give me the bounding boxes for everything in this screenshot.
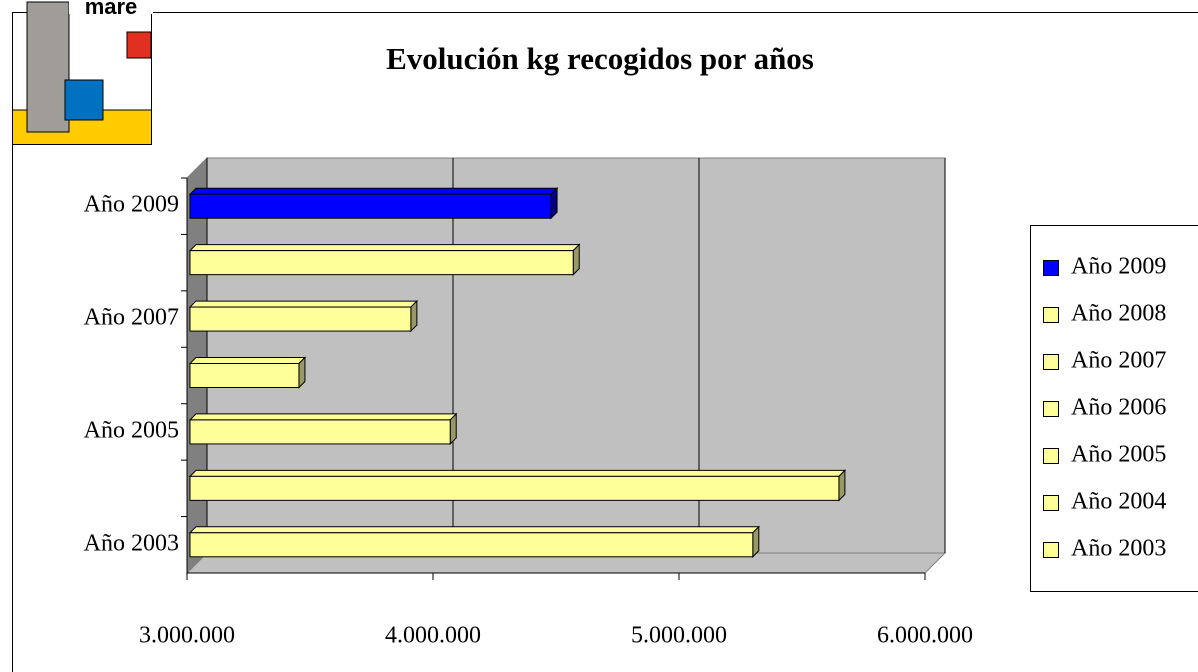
bar-top	[188, 469, 847, 477]
legend-label: Año 2006	[1071, 395, 1166, 421]
bar-side	[550, 187, 558, 220]
bar-side	[752, 525, 760, 558]
legend-swatch	[1043, 448, 1059, 464]
bar-front	[189, 475, 840, 501]
x-tick-label: 5.000.000	[631, 623, 727, 649]
y-tick-label: Año 2003	[84, 530, 179, 556]
bar-side	[410, 299, 418, 333]
chart-title: Evolución kg recogidos por años	[386, 41, 814, 76]
legend-label: Año 2003	[1071, 536, 1166, 562]
bar	[188, 412, 458, 446]
bar-front	[189, 306, 412, 332]
legend-label: Año 2004	[1071, 489, 1166, 515]
bar-top	[188, 187, 559, 195]
bar-side	[572, 243, 580, 276]
bar	[188, 243, 581, 276]
bar-side	[298, 356, 306, 389]
legend-label: Año 2009	[1071, 254, 1166, 280]
y-tick-label: Año 2005	[84, 417, 179, 443]
bar-top	[188, 413, 458, 421]
y-tick-label: Año 2007	[84, 305, 179, 331]
bar-top	[188, 357, 307, 364]
legend-swatch	[1043, 307, 1059, 323]
bar-side	[449, 412, 457, 446]
logo: mare	[12, 0, 153, 145]
legend-label: Año 2007	[1071, 348, 1166, 374]
legend-swatch	[1043, 401, 1059, 417]
bar-front	[189, 193, 552, 219]
legend-label: Año 2005	[1071, 442, 1166, 468]
bar	[188, 469, 847, 502]
legend-swatch	[1043, 354, 1059, 370]
bar-front	[189, 363, 300, 388]
bar-top	[188, 244, 581, 252]
logo-text: mare	[85, 0, 138, 19]
bar	[188, 356, 307, 389]
bar-top	[188, 300, 419, 308]
bar	[188, 187, 559, 220]
bar	[188, 525, 761, 558]
x-tick-label: 6.000.000	[877, 623, 973, 649]
legend-swatch	[1043, 542, 1059, 558]
bar-front	[189, 250, 574, 276]
bar-front	[189, 419, 451, 445]
x-tick-label: 3.000.000	[139, 623, 235, 649]
legend-swatch	[1043, 260, 1059, 276]
legend-label: Año 2008	[1071, 301, 1166, 327]
y-tick-label: Año 2009	[84, 192, 179, 218]
bar-front	[189, 532, 754, 558]
x-tick-label: 4.000.000	[385, 623, 481, 649]
bar-side	[838, 469, 846, 502]
legend-swatch	[1043, 495, 1059, 511]
legend: Año 2009 Año 2008 Año 2007 Año 2006 Año 2005…	[1030, 225, 1198, 592]
bar-top	[188, 526, 761, 534]
bar	[188, 299, 419, 333]
